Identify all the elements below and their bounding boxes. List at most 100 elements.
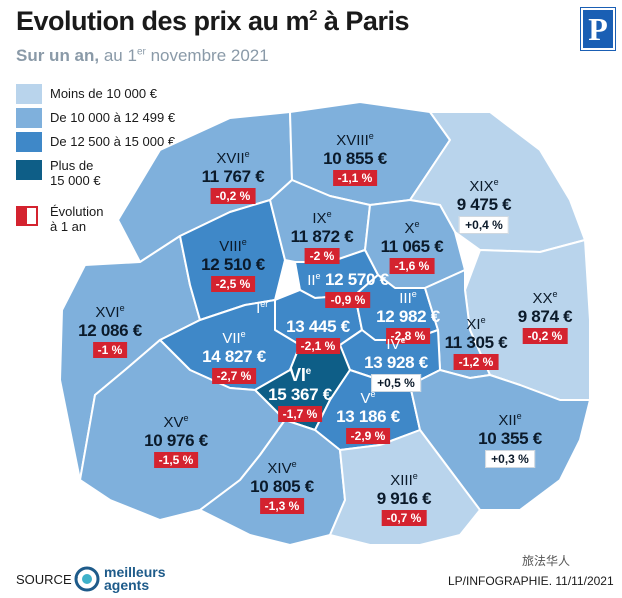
arr-price: 11 872 € bbox=[290, 227, 354, 246]
page-title: Evolution des prix au m2 à Paris bbox=[16, 6, 409, 36]
arr-price: 10 355 € bbox=[478, 429, 542, 448]
credit-line: LP/INFOGRAPHIE. 11/11/2021 bbox=[448, 574, 614, 588]
arr-change: -1 % bbox=[92, 342, 128, 358]
arr-price: 10 805 € bbox=[250, 477, 314, 496]
arr-price: 15 367 € bbox=[268, 385, 332, 404]
arr-change: -2,1 % bbox=[295, 338, 341, 354]
legend-swatch bbox=[16, 84, 42, 104]
label-arr-16: XVIe 12 086 € -1 % bbox=[78, 300, 142, 359]
label-arr-15: XVe 10 976 € -1,5 % bbox=[144, 410, 208, 469]
arr-change: +0,3 % bbox=[485, 450, 535, 468]
arr-number: IIIe bbox=[399, 289, 417, 307]
arr-change: -1,5 % bbox=[153, 452, 199, 468]
page-subtitle: Sur un an, au 1er novembre 2021 bbox=[16, 46, 269, 65]
arr-number: VIIe bbox=[222, 329, 246, 347]
arr-price: 12 086 € bbox=[78, 321, 142, 340]
arr-14-shape bbox=[199, 419, 346, 546]
arr-price: 9 916 € bbox=[376, 489, 432, 508]
label-arr-5: Ve 13 186 € -2,9 % bbox=[336, 386, 400, 445]
source-label: SOURCE : bbox=[16, 572, 79, 587]
label-arr-14: XIVe 10 805 € -1,3 % bbox=[250, 456, 314, 515]
label-arr-1: Ier 13 445 € -2,1 % bbox=[256, 296, 350, 355]
label-arr-8: VIIIe 12 510 € -2,5 % bbox=[201, 234, 265, 293]
arr-price: 11 767 € bbox=[201, 167, 265, 186]
arr-number: IIe bbox=[307, 271, 321, 289]
publisher-logo: P bbox=[580, 7, 616, 51]
label-arr-10: Xe 11 065 € -1,6 % bbox=[381, 216, 444, 275]
label-arr-17: XVIIe 11 767 € -0,2 % bbox=[202, 146, 265, 205]
legend-swatch bbox=[16, 160, 42, 180]
label-arr-4: IVe 13 928 € +0,5 % bbox=[364, 332, 428, 392]
label-arr-20: XXe 9 874 € -0,2 % bbox=[518, 286, 573, 345]
arr-number: IXe bbox=[312, 209, 332, 227]
label-arr-19: XIXe 9 475 € +0,4 % bbox=[457, 174, 512, 234]
label-arr-3: IIIe 12 982 € -2,8 % bbox=[376, 286, 440, 345]
arr-change: -2,8 % bbox=[385, 328, 431, 344]
arr-change: -2,9 % bbox=[345, 428, 391, 444]
arr-change: -1,6 % bbox=[389, 258, 435, 274]
arr-price: 11 305 € bbox=[444, 333, 508, 352]
arr-number: XVIIIe bbox=[336, 131, 374, 149]
arr-change: -2,7 % bbox=[211, 368, 257, 384]
arr-number: IVe bbox=[386, 335, 406, 353]
arr-price: 14 827 € bbox=[202, 347, 266, 366]
arr-number: Xe bbox=[404, 219, 420, 237]
label-arr-7: VIIe 14 827 € -2,7 % bbox=[202, 326, 266, 385]
arr-number: Ier bbox=[256, 299, 269, 317]
arr-number: XIIe bbox=[498, 411, 522, 429]
arr-change: -0,2 % bbox=[522, 328, 568, 344]
legend-item-lt-10000: Moins de 10 000 € bbox=[16, 84, 216, 106]
arr-header: IIe 12 570 € bbox=[307, 268, 389, 290]
arr-price: 10 976 € bbox=[144, 431, 208, 450]
arr-change: +0,4 % bbox=[459, 216, 509, 234]
legend-swatch bbox=[16, 132, 42, 152]
legend-swatch-evolution bbox=[16, 206, 38, 226]
arr-change: -0,2 % bbox=[210, 188, 256, 204]
arr-number: XVe bbox=[163, 413, 189, 431]
arr-change: -2 % bbox=[304, 248, 340, 264]
legend-swatch bbox=[16, 108, 42, 128]
arr-number: Ve bbox=[360, 389, 376, 407]
arr-number: VIIIe bbox=[219, 237, 247, 255]
arr-number: XVIe bbox=[95, 303, 125, 321]
label-arr-6: VIe 15 367 € -1,7 % bbox=[268, 362, 332, 423]
arr-price: 13 445 € bbox=[286, 317, 350, 336]
arr-price: 9 475 € bbox=[456, 195, 512, 214]
arr-number: XIXe bbox=[469, 177, 499, 195]
arr-price: 12 570 € bbox=[325, 270, 389, 289]
meilleurs-agents-brand: meilleurs agents bbox=[104, 564, 166, 593]
arr-change: -0,7 % bbox=[381, 510, 427, 526]
label-arr-11: XIe 11 305 € -1,2 % bbox=[445, 312, 508, 371]
legend-item-10000-12499: De 10 000 à 12 499 € bbox=[16, 108, 216, 130]
arr-change: -1,1 % bbox=[332, 170, 378, 186]
arr-price: 12 510 € bbox=[201, 255, 265, 274]
arr-change: +0,5 % bbox=[371, 374, 421, 392]
label-arr-13: XIIIe 9 916 € -0,7 % bbox=[377, 468, 432, 527]
arr-change: -2,5 % bbox=[210, 276, 256, 292]
label-arr-12: XIIe 10 355 € +0,3 % bbox=[478, 408, 542, 468]
arr-number: VIe bbox=[289, 365, 311, 385]
legend-item-evolution: Évolution à 1 an bbox=[16, 202, 216, 238]
arr-price: 13 186 € bbox=[336, 407, 400, 426]
arr-change: -1,3 % bbox=[259, 498, 305, 514]
watermark: 旅法华人 bbox=[522, 554, 571, 568]
legend-item-gt-15000: Plus de 15 000 € bbox=[16, 156, 216, 192]
arr-number: XIVe bbox=[267, 459, 297, 477]
label-arr-2: IIe 12 570 € -0,9 % bbox=[307, 268, 389, 309]
arr-price: 9 874 € bbox=[517, 307, 573, 326]
label-arr-9: IXe 11 872 € -2 % bbox=[291, 206, 354, 265]
arr-change: -0,9 % bbox=[325, 292, 371, 308]
arr-number: XVIIe bbox=[216, 149, 250, 167]
arr-price: 12 982 € bbox=[376, 307, 440, 326]
arr-number: XXe bbox=[532, 289, 558, 307]
legend-item-12500-15000: De 12 500 à 15 000 € bbox=[16, 132, 216, 154]
arr-price: 10 855 € bbox=[323, 149, 387, 168]
arr-number: XIe bbox=[466, 315, 486, 333]
arr-13-shape bbox=[329, 429, 481, 546]
label-arr-18: XVIIIe 10 855 € -1,1 % bbox=[323, 128, 387, 187]
arr-price: 13 928 € bbox=[364, 353, 428, 372]
arr-change: -1,7 % bbox=[277, 406, 323, 422]
meilleurs-agents-logo-icon bbox=[74, 566, 100, 592]
arr-price: 11 065 € bbox=[380, 237, 444, 256]
arr-change: -1,2 % bbox=[453, 354, 499, 370]
